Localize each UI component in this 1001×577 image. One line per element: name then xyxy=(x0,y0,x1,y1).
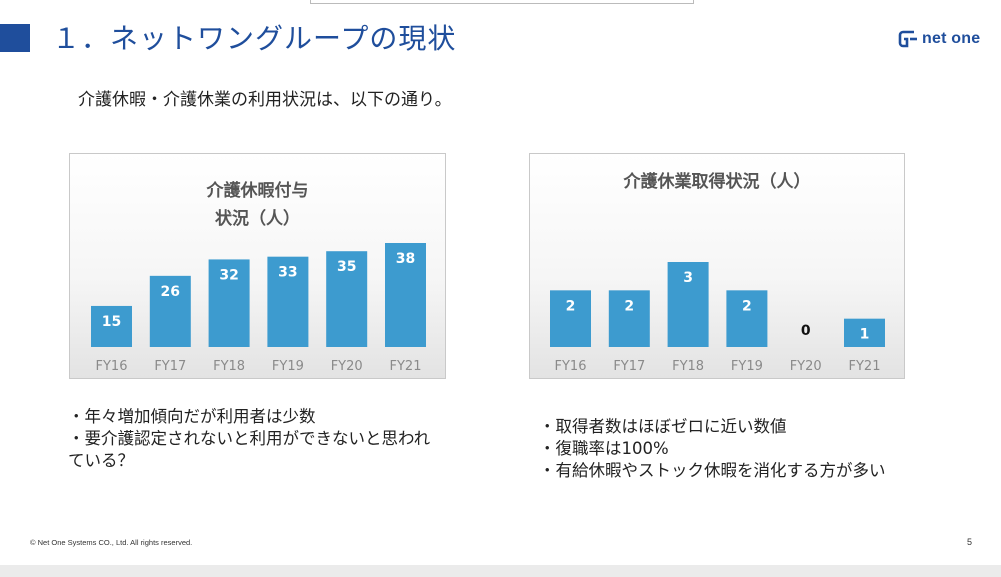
logo-icon xyxy=(898,30,917,48)
bar-fy18 xyxy=(667,262,709,347)
data-label: 33 xyxy=(278,265,297,281)
page-number: 5 xyxy=(967,537,973,547)
bottom-band xyxy=(0,565,1001,577)
category-label: FY18 xyxy=(672,359,704,374)
data-label: 2 xyxy=(624,298,634,314)
data-label: 26 xyxy=(161,284,180,300)
category-label: FY21 xyxy=(390,359,422,374)
category-label: FY17 xyxy=(154,359,186,374)
bullet-item: ・有給休暇やストック休暇を消化する方が多い xyxy=(539,461,886,480)
data-label: 0 xyxy=(801,323,811,339)
data-label: 32 xyxy=(219,267,238,283)
bullet-item: ・要介護認定されないと利用ができないと思われ xyxy=(68,429,431,448)
category-label: FY17 xyxy=(613,359,645,374)
bullet-list-left: ・年々増加傾向だが利用者は少数 ・要介護認定されないと利用ができないと思われ て… xyxy=(68,406,488,472)
bar-fy21 xyxy=(844,318,885,347)
category-label: FY18 xyxy=(213,359,245,374)
care-leave-chart-plot: 15 FY16 26 FY17 32 FY18 33 FY19 35 FY20 38 FY21 xyxy=(91,243,426,374)
data-label: 38 xyxy=(396,251,415,267)
bar-fy19 xyxy=(267,256,309,347)
data-label: 2 xyxy=(566,298,576,314)
category-label: FY19 xyxy=(731,359,763,374)
care-leave-taken-chart: 2 FY16 2 FY17 3 FY18 2 FY19 0 FY20 1 FY21 介護休業取得状況（… xyxy=(529,153,905,379)
category-label: FY16 xyxy=(555,359,587,374)
chart-title-line-1: 介護休暇付与 xyxy=(206,181,309,201)
data-label: 3 xyxy=(683,270,693,286)
bar-fy16 xyxy=(91,305,132,347)
bullet-item: ・復職率は100% xyxy=(539,439,669,458)
data-label: 1 xyxy=(860,327,870,343)
bar-fy16 xyxy=(550,290,591,347)
category-label: FY20 xyxy=(331,359,363,374)
slide-title: １．ネットワングループの現状 xyxy=(52,22,457,55)
bar-fy20 xyxy=(326,251,368,347)
title-marker xyxy=(0,24,30,52)
bullet-item: ている？ xyxy=(68,451,134,470)
chart-title-line-2: 状況（人） xyxy=(215,209,300,229)
bullet-list-right: ・取得者数はほぼゼロに近い数値 ・復職率は100% ・有給休暇やストック休暇を消… xyxy=(539,416,959,482)
care-leave-chart: 15 FY16 26 FY17 32 FY18 33 FY19 35 FY20 38 FY21 介護休… xyxy=(69,153,446,379)
care-leave-taken-chart-plot: 2 FY16 2 FY17 3 FY18 2 FY19 0 FY20 1 FY21 xyxy=(550,262,885,374)
category-label: FY21 xyxy=(849,359,881,374)
bar-fy19 xyxy=(726,290,768,347)
bar-fy21 xyxy=(385,243,426,347)
intro-text: 介護休暇・介護休業の利用状況は、以下の通り。 xyxy=(78,90,452,110)
data-label: 2 xyxy=(742,298,752,314)
logo-text: net one xyxy=(922,30,981,47)
bar-fy17 xyxy=(149,275,191,347)
category-label: FY19 xyxy=(272,359,304,374)
data-label: 35 xyxy=(337,259,356,275)
bar-fy18 xyxy=(208,259,250,347)
company-logo: net one xyxy=(898,30,980,48)
bullet-item: ・年々増加傾向だが利用者は少数 xyxy=(68,407,316,426)
category-label: FY20 xyxy=(790,359,822,374)
bar-fy17 xyxy=(608,290,650,347)
category-label: FY16 xyxy=(96,359,128,374)
top-divider xyxy=(310,0,694,4)
copyright-text: © Net One Systems CO., Ltd. All rights r… xyxy=(30,538,193,547)
chart-title: 介護休業取得状況（人） xyxy=(623,172,811,192)
bullet-item: ・取得者数はほぼゼロに近い数値 xyxy=(539,417,787,436)
data-label: 15 xyxy=(102,314,121,330)
